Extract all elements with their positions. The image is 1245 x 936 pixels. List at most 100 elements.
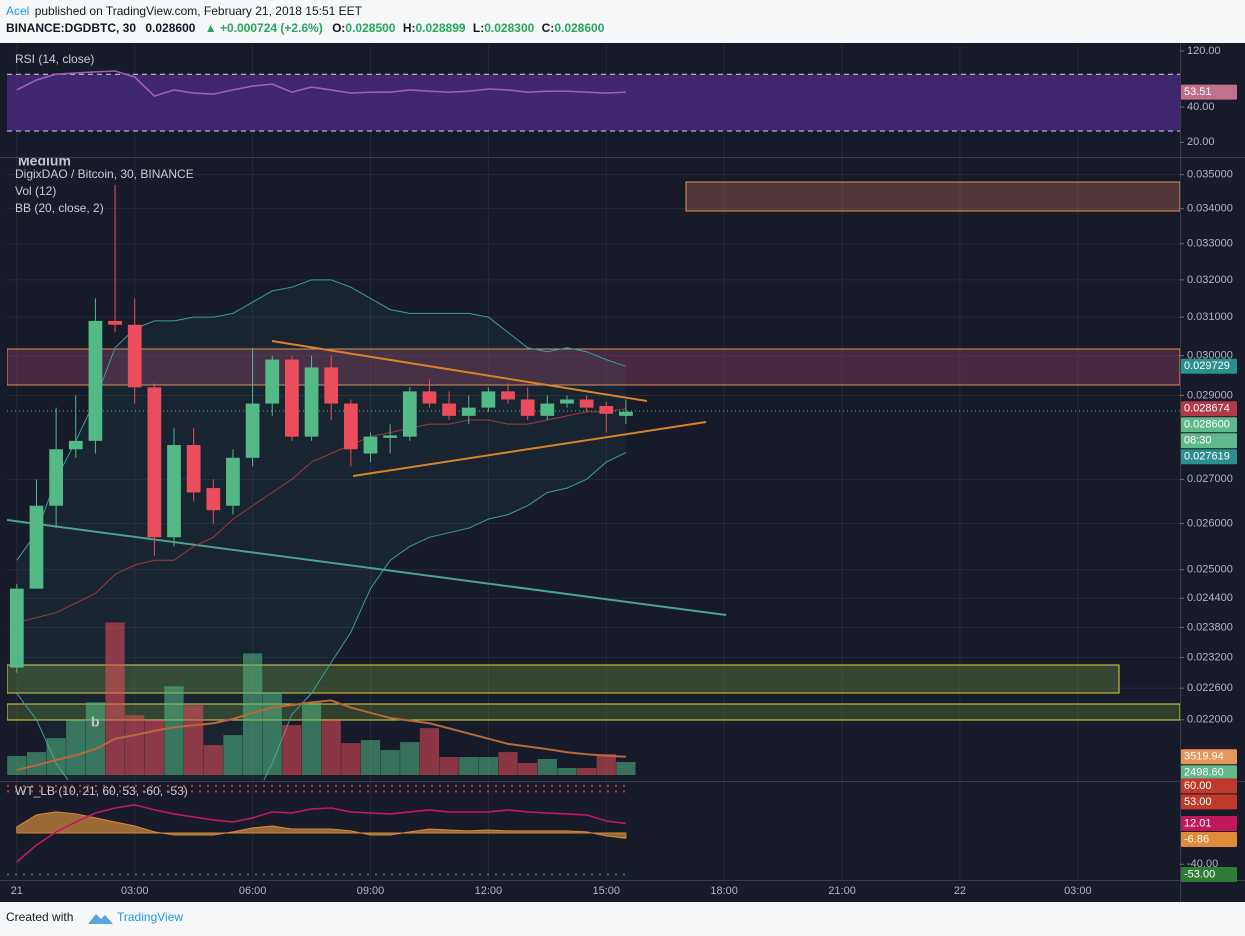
trendline <box>352 421 707 477</box>
price-label: 0.028600 <box>1184 419 1230 431</box>
price-label: -53.00 <box>1184 868 1215 880</box>
candle-body <box>501 391 515 400</box>
candle-body <box>147 387 162 538</box>
candle-body <box>9 588 24 668</box>
candle-body <box>108 320 122 325</box>
footer-text: Created with <box>6 910 73 924</box>
drawings: Medium b <box>18 153 707 730</box>
x-tick-label: 06:00 <box>239 885 267 897</box>
ohlc-key: H: <box>403 21 416 35</box>
x-tick-label: 21:00 <box>828 885 856 897</box>
y-tick-label: 0.031000 <box>1187 311 1233 323</box>
pane-title: WT_LB (10, 21, 60, 53, -60, -53) <box>15 784 188 798</box>
pane <box>7 70 1180 132</box>
price-label-box <box>1181 433 1237 449</box>
y-tick-label: 0.024400 <box>1187 592 1233 604</box>
ohlc-key: C: <box>542 21 555 35</box>
axis-layer: 21 03:00 06:00 09:00 12:00 15:00 18:00 21:00 22 0… <box>11 45 1237 897</box>
candle-body <box>206 488 221 511</box>
price-label: -6.86 <box>1184 833 1209 845</box>
volume-bar <box>616 762 636 775</box>
symbol-line: BINANCE:DGDBTC, 30 0.028600 ▲ +0.000724 … <box>6 21 605 35</box>
x-tick-label: 12:00 <box>475 885 503 897</box>
volume-bar <box>164 686 184 775</box>
author[interactable]: Acel <box>6 4 29 18</box>
price-label-box <box>1181 778 1237 794</box>
volume-bar <box>223 735 243 775</box>
pane <box>7 184 636 780</box>
candle-body <box>265 359 280 404</box>
area <box>16 811 627 839</box>
price-label: 2498.60 <box>1184 767 1224 779</box>
footer-brand[interactable]: TradingView <box>117 910 183 924</box>
volume-bar <box>419 728 440 775</box>
zone <box>685 181 1180 212</box>
price-label: 0.029729 <box>1184 360 1230 372</box>
candle-body <box>461 407 476 416</box>
y-tick-label: 20.00 <box>1187 136 1215 148</box>
volume-bar <box>380 750 400 775</box>
volume-bar <box>498 752 518 775</box>
price-label-box <box>1181 449 1237 465</box>
y-tick-label: 0.029000 <box>1187 389 1233 401</box>
x-tick-label: 03:00 <box>121 885 149 897</box>
price-label: 53.00 <box>1184 796 1212 808</box>
volume-bar <box>321 720 341 775</box>
x-tick-label: 22 <box>954 885 966 897</box>
bb-basis <box>16 408 626 623</box>
price-label-box <box>1181 816 1237 832</box>
volume-bar <box>26 752 47 775</box>
volume-bar <box>242 653 263 775</box>
band-fill <box>7 74 1180 131</box>
annotation: Medium <box>18 153 71 169</box>
candle-body <box>343 403 358 450</box>
candle-body <box>127 324 142 388</box>
x-tick-label: 03:00 <box>1064 885 1092 897</box>
volume-bar <box>262 692 282 775</box>
header-line: Acel published on TradingView.com, Febru… <box>6 4 363 18</box>
zone <box>7 664 1120 694</box>
price-label: 0.028674 <box>1184 403 1230 415</box>
price-label-box <box>1181 358 1237 374</box>
legend-bb: BB (20, close, 2) <box>15 201 104 215</box>
y-tick-label: 40.00 <box>1187 101 1215 113</box>
footer-background <box>0 902 1245 936</box>
candle-body <box>579 399 594 408</box>
candle-body <box>245 403 260 458</box>
price-label: 60.00 <box>1184 780 1212 792</box>
price-label-box <box>1181 794 1237 810</box>
candle-body <box>402 391 417 437</box>
volume-bar <box>301 702 322 775</box>
y-tick-label: 0.033000 <box>1187 238 1233 250</box>
price-label-box <box>1181 417 1237 433</box>
volume-bar <box>459 757 479 775</box>
volume-bar <box>125 715 145 775</box>
ohlc-key: L: <box>473 21 484 35</box>
candle-body <box>29 505 44 589</box>
volume-bar <box>537 759 557 775</box>
bb-lower <box>16 452 627 780</box>
candle-body <box>383 435 398 438</box>
volume-bar <box>7 756 27 775</box>
zone <box>7 703 1180 721</box>
volume-bar <box>144 720 164 775</box>
ohlc-value: 0.028300 <box>484 21 534 35</box>
pane-title: RSI (14, close) <box>15 52 94 66</box>
y-tick-label: 0.023800 <box>1187 621 1233 633</box>
candle-body <box>520 399 535 416</box>
y-tick-label: 0.022600 <box>1187 682 1233 694</box>
candle-body <box>363 436 378 454</box>
volume-bar <box>400 742 420 775</box>
published: published on TradingView.com, February 2… <box>35 4 363 18</box>
volume-bar <box>439 757 459 775</box>
y-tick-label: 0.023200 <box>1187 651 1233 663</box>
volume-bar <box>576 768 597 775</box>
x-tick-label: 18:00 <box>710 885 738 897</box>
y-tick-label: 0.035000 <box>1187 169 1233 181</box>
x-tick-label: 09:00 <box>357 885 385 897</box>
y-tick-label: 0.027000 <box>1187 473 1233 485</box>
volume-bar <box>282 725 302 775</box>
candle-body <box>560 399 574 404</box>
volume-bar <box>46 738 66 775</box>
